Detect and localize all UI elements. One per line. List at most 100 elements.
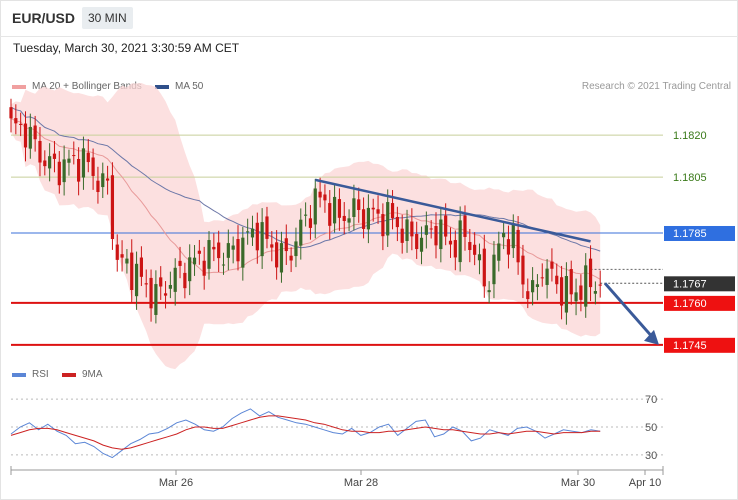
ma50-swatch xyxy=(155,84,169,89)
candle-body xyxy=(323,194,327,201)
ma20-swatch xyxy=(12,84,26,89)
candle-body xyxy=(468,242,472,251)
candle-body xyxy=(67,158,71,163)
candle-body xyxy=(173,267,177,292)
candle-body xyxy=(342,215,346,222)
candle-body xyxy=(502,232,506,238)
candle-body xyxy=(168,284,172,289)
candle-body xyxy=(188,257,192,282)
ma20-legend-label: MA 20 + Bollinger Bands xyxy=(32,81,142,92)
rsi-tick-label: 70 xyxy=(645,394,657,406)
candle-body xyxy=(130,252,134,291)
rsi-swatch xyxy=(12,372,26,377)
candle-body xyxy=(540,277,544,279)
candle-body xyxy=(550,261,554,269)
candle-body xyxy=(231,245,235,250)
candle-body xyxy=(405,219,409,242)
copyright-text: Research © 2021 Trading Central xyxy=(581,81,731,92)
candle-body xyxy=(38,140,42,163)
candle-body xyxy=(361,209,366,229)
candle-body xyxy=(357,199,361,210)
candle-body xyxy=(289,255,293,261)
candle-body xyxy=(584,265,588,307)
candle-body xyxy=(81,148,86,178)
candle-body xyxy=(463,215,467,237)
candle-body xyxy=(178,260,182,266)
level-tag xyxy=(664,295,735,311)
forecast-arrow-head xyxy=(644,329,659,345)
candle-body xyxy=(105,178,110,181)
candle-body xyxy=(588,258,593,288)
candle-body xyxy=(429,228,433,230)
chart-header: EUR/USD 30 MIN xyxy=(0,0,738,37)
x-tick-label: Mar 30 xyxy=(561,477,595,489)
candle-body xyxy=(482,248,486,287)
candle-body xyxy=(531,280,535,293)
candle-body xyxy=(33,125,37,140)
candle-body xyxy=(236,239,240,262)
candle-body xyxy=(86,152,90,163)
candle-body xyxy=(497,243,501,261)
candle-body xyxy=(337,199,342,218)
candle-body xyxy=(347,218,351,223)
candle-body xyxy=(395,216,399,228)
candle-body xyxy=(221,264,226,266)
level-label: 1.1745 xyxy=(673,340,707,352)
candle-body xyxy=(294,241,298,257)
rsi-ma-line xyxy=(10,415,601,450)
candle-body xyxy=(284,238,288,252)
candle-body xyxy=(197,250,201,254)
candle-body xyxy=(598,284,602,286)
candle-body xyxy=(458,220,462,263)
candle-body xyxy=(48,156,52,169)
x-tick-label: Apr 10 xyxy=(629,477,661,489)
candle-body xyxy=(376,209,380,214)
timestamp: Tuesday, March 30, 2021 3:30:59 AM CET xyxy=(13,41,240,55)
candle-body xyxy=(419,237,424,252)
candle-body xyxy=(163,293,168,296)
candle-body xyxy=(144,283,148,285)
candle-body xyxy=(473,244,477,255)
rsi-tick-label: 30 xyxy=(645,450,657,462)
level-label: 1.1785 xyxy=(673,228,707,240)
candle-body xyxy=(14,118,18,124)
candle-body xyxy=(9,107,13,119)
ma50-line xyxy=(10,106,601,252)
candle-body xyxy=(299,219,303,246)
candle-body xyxy=(19,123,23,125)
candle-body xyxy=(255,222,259,251)
legend-rsi: RSI xyxy=(12,369,49,380)
candle-body xyxy=(366,207,370,230)
candle-body xyxy=(444,215,448,237)
candle-body xyxy=(207,240,211,269)
candle-body xyxy=(125,258,129,264)
candle-body xyxy=(134,263,139,297)
candle-body xyxy=(241,237,245,268)
candle-body xyxy=(332,196,337,224)
timeframe-badge[interactable]: 30 MIN xyxy=(82,7,133,29)
candle-body xyxy=(371,207,375,210)
candle-body xyxy=(57,161,61,186)
candle-body xyxy=(250,228,255,238)
rsi-ma-legend-label: 9MA xyxy=(82,369,103,380)
rsi-legend-label: RSI xyxy=(32,369,49,380)
candle-body xyxy=(559,277,564,306)
candle-body xyxy=(120,254,124,258)
candle-body xyxy=(115,244,119,260)
candle-body xyxy=(579,285,583,300)
candle-body xyxy=(545,268,549,285)
candle-body xyxy=(492,254,496,285)
candle-body xyxy=(318,191,322,198)
candle-body xyxy=(96,180,100,193)
candle-body xyxy=(424,225,428,235)
candle-body xyxy=(555,275,559,285)
level-label: 1.1767 xyxy=(673,278,707,290)
legend-ma20: MA 20 + Bollinger Bands xyxy=(12,81,142,92)
candle-body xyxy=(279,243,284,273)
candle-body xyxy=(139,257,143,277)
candle-body xyxy=(159,277,163,287)
candle-body xyxy=(110,175,115,240)
level-tag xyxy=(664,337,735,353)
rsi-tick-label: 50 xyxy=(645,422,657,434)
